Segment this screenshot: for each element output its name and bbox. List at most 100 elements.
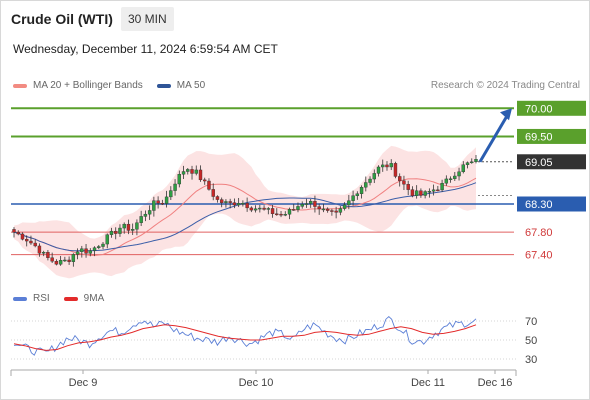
rsi-tick-70: 70: [525, 316, 537, 328]
candle-body: [436, 189, 440, 192]
x-label-dec-11: Dec 11: [411, 377, 445, 389]
timeframe-button[interactable]: 30 MIN: [121, 7, 174, 31]
candle-body: [334, 210, 338, 213]
candle-body: [92, 247, 97, 251]
candle-body: [152, 200, 156, 211]
candle-body: [130, 229, 135, 231]
candle-body: [109, 230, 114, 235]
candle-body: [186, 169, 190, 172]
level-label-67.40: 67.40: [525, 250, 553, 262]
candle-body: [114, 230, 118, 234]
candle-body: [461, 164, 465, 173]
candle-body: [355, 193, 360, 196]
candle-body: [12, 229, 16, 233]
rsi-tick-50: 50: [525, 335, 537, 347]
candle-body: [232, 202, 237, 206]
candle-body: [164, 196, 169, 204]
candle-body: [423, 191, 427, 196]
candle-body: [37, 245, 42, 254]
level-label-67.80: 67.80: [525, 227, 553, 239]
candle-body: [465, 162, 470, 165]
candle-body: [46, 252, 50, 258]
candle-body: [258, 207, 262, 210]
candlesticks: [12, 155, 478, 267]
candle-body: [398, 176, 402, 181]
bollinger-bands: [14, 145, 476, 279]
candle-body: [169, 190, 173, 198]
candle-body: [215, 196, 220, 200]
x-label-dec-9: Dec 9: [69, 377, 98, 389]
candle-body: [359, 186, 364, 194]
candle-body: [63, 259, 67, 262]
candle-body: [181, 171, 186, 175]
candle-body: [135, 222, 139, 230]
candle-body: [389, 163, 393, 168]
candle-body: [245, 203, 249, 209]
legend-item-ma20-bollinger: MA 20 + Bollinger Bands: [13, 80, 143, 91]
candle-body: [364, 182, 368, 188]
candle-body: [33, 242, 37, 247]
rsi-tick-30: 30: [525, 354, 537, 366]
candle-body: [198, 169, 203, 181]
candle-body: [156, 200, 160, 204]
candle-body: [275, 213, 279, 216]
bollinger-band-fill: [14, 145, 476, 279]
candle-body: [296, 206, 300, 210]
projection-arrow-icon: [478, 108, 512, 163]
candle-body: [207, 180, 211, 190]
legend-item-rsi: RSI: [13, 293, 50, 304]
ma20-line: [13, 177, 477, 257]
candle-body: [50, 257, 54, 262]
candle-body: [444, 178, 449, 184]
candle-body: [440, 182, 444, 191]
candle-body: [29, 240, 33, 244]
x-label-dec-16: Dec 16: [478, 377, 513, 389]
x-axis: Dec 9 Dec 10 Dec 11 Dec 16: [10, 369, 517, 389]
legend-swatch-rsi: [13, 296, 27, 301]
candle-body: [266, 208, 271, 210]
candle-body: [203, 179, 207, 182]
candle-body: [160, 203, 165, 205]
candle-body: [287, 209, 292, 215]
legend-item-9ma: 9MA: [63, 293, 104, 304]
level-label-bg-69.05: [517, 154, 586, 170]
candle-body: [25, 238, 29, 242]
rsi-ma-line: [13, 324, 477, 351]
candle-body: [190, 169, 194, 174]
candle-body: [105, 234, 109, 245]
candle-body: [262, 207, 266, 210]
candle-body: [54, 260, 59, 265]
level-label-70.00: 70.00: [525, 103, 553, 115]
candle-body: [304, 203, 309, 205]
rsi-line: [13, 315, 477, 356]
candle-body: [253, 208, 258, 211]
candle-body: [88, 250, 92, 254]
level-lines: [11, 107, 514, 256]
candle-body: [279, 213, 283, 216]
candle-body: [228, 201, 232, 203]
legend-swatch-9ma: [63, 296, 78, 301]
candle-body: [342, 204, 347, 209]
instrument-title: Crude Oil (WTI): [11, 11, 113, 27]
level-labels: 70.00 69.50 69.05 68.30 67.80 67.40: [517, 100, 586, 262]
candle-body: [321, 208, 326, 211]
level-label-69.05: 69.05: [525, 157, 553, 169]
candle-body: [67, 259, 71, 262]
candle-body: [58, 260, 63, 265]
candle-body: [308, 201, 313, 204]
level-label-bg-69.50: [517, 128, 586, 144]
indicator-legend: MA 20 + Bollinger Bands MA 50: [13, 80, 219, 91]
candle-body: [406, 184, 410, 190]
candle-body: [376, 166, 381, 174]
candle-body: [236, 203, 241, 206]
candle-body: [402, 180, 406, 185]
candle-body: [71, 254, 76, 262]
rsi-legend: RSI 9MA: [13, 293, 118, 304]
candle-body: [224, 201, 228, 203]
legend-swatch-ma20: [13, 83, 27, 88]
candle-body: [139, 216, 143, 223]
candle-body: [325, 208, 330, 211]
candle-body: [75, 251, 80, 255]
legend-swatch-ma50: [156, 83, 171, 88]
